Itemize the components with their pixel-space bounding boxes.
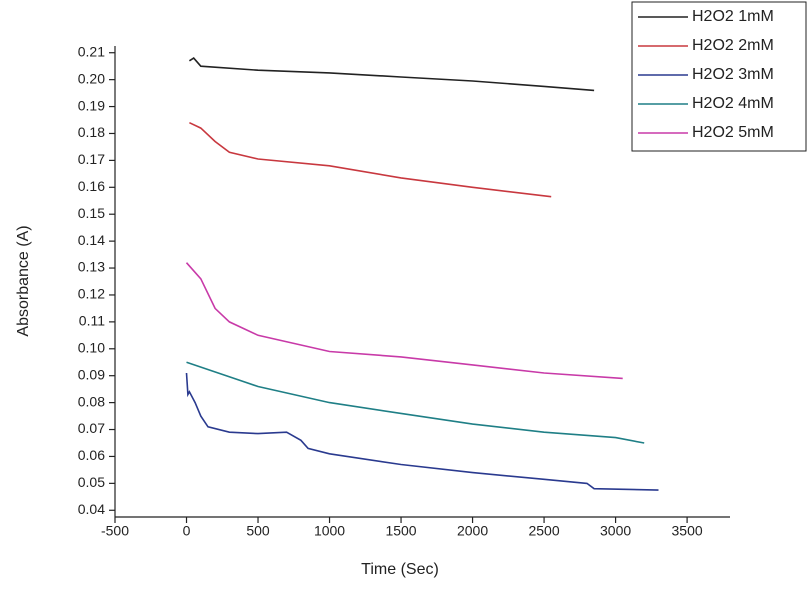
y-tick-label: 0.04 <box>78 501 105 517</box>
y-tick-label: 0.09 <box>78 366 105 382</box>
data-line <box>186 361 645 444</box>
data-line <box>188 57 595 92</box>
y-tick-label: 0.18 <box>78 124 105 140</box>
data-line <box>189 121 552 198</box>
x-tick-label: 1000 <box>314 523 345 539</box>
y-tick-label: 0.06 <box>78 447 105 463</box>
x-tick-label: 1500 <box>385 523 416 539</box>
y-tick-label: 0.05 <box>78 474 105 490</box>
y-tick-label: 0.14 <box>78 232 105 248</box>
y-tick-label: 0.07 <box>78 420 105 436</box>
legend-label: H2O2 1mM <box>692 8 774 25</box>
y-tick-label: 0.20 <box>78 70 105 86</box>
x-tick-label: 3500 <box>672 523 703 539</box>
y-tick-label: 0.10 <box>78 339 105 355</box>
x-tick-label: -500 <box>101 523 129 539</box>
data-line <box>185 372 659 491</box>
x-tick-label: 3000 <box>600 523 631 539</box>
y-tick-label: 0.11 <box>79 313 105 329</box>
legend-label: H2O2 2mM <box>692 37 774 54</box>
legend-label: H2O2 4mM <box>692 95 774 112</box>
legend-label: H2O2 3mM <box>692 66 774 83</box>
legend-label: H2O2 5mM <box>692 124 774 141</box>
x-tick-label: 500 <box>246 523 270 539</box>
y-tick-label: 0.13 <box>78 259 105 275</box>
legend-box <box>631 1 807 152</box>
y-tick-label: 0.21 <box>78 43 105 59</box>
y-tick-label: 0.15 <box>78 205 105 221</box>
y-tick-label: 0.16 <box>78 178 105 194</box>
x-tick-label: 2500 <box>528 523 559 539</box>
x-tick-label: 2000 <box>457 523 488 539</box>
x-tick-label: 0 <box>183 523 191 539</box>
y-tick-label: 0.19 <box>78 97 105 113</box>
data-line <box>185 262 623 380</box>
x-axis-label: Time (Sec) <box>361 561 439 578</box>
y-tick-label: 0.17 <box>78 151 105 167</box>
y-axis-label: Absorbance (A) <box>15 225 32 336</box>
y-tick-label: 0.08 <box>78 393 105 409</box>
y-tick-label: 0.12 <box>78 286 105 302</box>
